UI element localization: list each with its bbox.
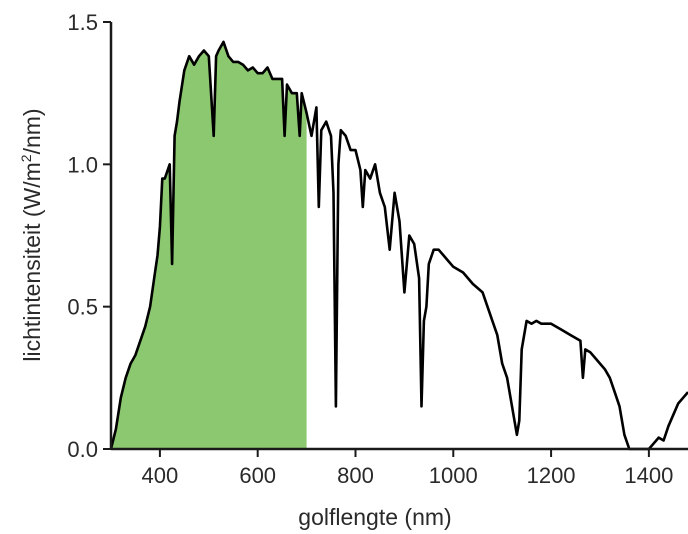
axes-group xyxy=(109,22,688,451)
x-tick-label: 800 xyxy=(337,463,374,488)
x-tick-label: 1000 xyxy=(429,463,478,488)
x-axis-title: golflengte (nm) xyxy=(298,504,451,530)
x-tick-label: 1200 xyxy=(527,463,576,488)
spectrum-line xyxy=(109,40,688,451)
y-ticks-group: 0.0 0.5 1.0 1.5 xyxy=(67,10,111,462)
y-tick-label: 0.5 xyxy=(67,295,98,320)
visible-light-shaded-area xyxy=(111,41,307,449)
y-axis-title-end: /nm) xyxy=(19,108,45,154)
spectrum-line-group xyxy=(109,40,688,451)
x-tick-label: 400 xyxy=(142,463,179,488)
y-axis-title: lichtintensiteit (W/m2/nm) xyxy=(18,108,45,361)
x-ticks-group: 400 600 800 1000 1200 1400 xyxy=(142,449,673,488)
x-tick-label: 600 xyxy=(239,463,276,488)
y-tick-label: 0.0 xyxy=(67,437,98,462)
y-axis-title-main: lichtintensiteit (W/m xyxy=(19,162,45,361)
y-axis-title-sup: 2 xyxy=(18,154,34,162)
shaded-region-group xyxy=(111,41,307,449)
y-tick-label: 1.0 xyxy=(67,152,98,177)
y-tick-label: 1.5 xyxy=(67,10,98,35)
x-tick-label: 1400 xyxy=(624,463,673,488)
